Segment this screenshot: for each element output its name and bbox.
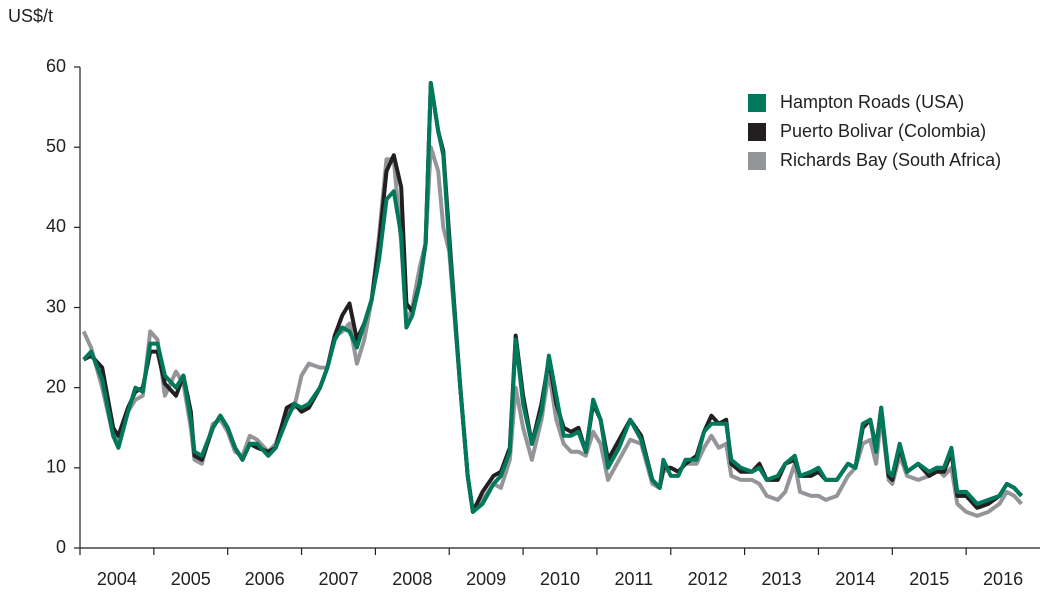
y-tick-label: 10 xyxy=(46,457,66,477)
legend-swatch xyxy=(748,152,766,170)
legend-swatch xyxy=(748,123,766,141)
x-tick-label: 2011 xyxy=(614,569,653,589)
y-tick-label: 0 xyxy=(56,537,66,557)
x-tick-label: 2007 xyxy=(318,569,358,589)
series-line xyxy=(81,145,1023,518)
series-line xyxy=(82,81,1023,514)
y-tick-label: 50 xyxy=(46,136,66,156)
x-tick-label: 2008 xyxy=(392,569,432,589)
x-tick-label: 2013 xyxy=(762,569,802,589)
series-line xyxy=(82,81,1023,514)
y-tick-label: 30 xyxy=(46,296,66,316)
legend-swatch xyxy=(748,94,766,112)
x-tick-label: 2006 xyxy=(245,569,285,589)
x-tick-label: 2015 xyxy=(909,569,949,589)
x-tick-label: 2016 xyxy=(983,569,1023,589)
legend-label: Hampton Roads (USA) xyxy=(780,92,964,112)
y-axis-label: US$/t xyxy=(8,6,53,26)
y-tick-label: 40 xyxy=(46,216,66,236)
y-tick-label: 60 xyxy=(46,56,66,76)
legend-label: Puerto Bolivar (Colombia) xyxy=(780,121,986,141)
x-tick-label: 2010 xyxy=(540,569,580,589)
x-tick-label: 2009 xyxy=(466,569,506,589)
x-tick-label: 2005 xyxy=(171,569,211,589)
x-tick-label: 2004 xyxy=(97,569,137,589)
x-tick-label: 2012 xyxy=(688,569,728,589)
y-tick-label: 20 xyxy=(46,376,66,396)
legend-label: Richards Bay (South Africa) xyxy=(780,150,1001,170)
x-tick-label: 2014 xyxy=(835,569,875,589)
